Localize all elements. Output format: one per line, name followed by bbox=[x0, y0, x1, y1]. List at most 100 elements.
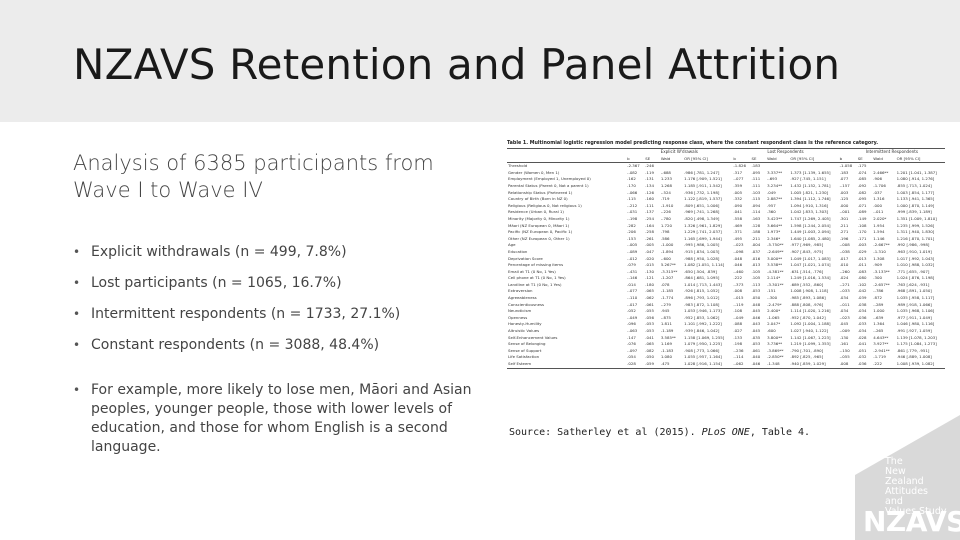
table-cell: .027 bbox=[733, 328, 743, 334]
table-cell: .028 bbox=[626, 361, 645, 369]
table-cell: 1.008 [.908, 1.118] bbox=[790, 288, 829, 294]
table-cell: .332 bbox=[733, 196, 743, 202]
table-row: Sense of Support -.097 .082 -1.183 .908 [.77… bbox=[507, 348, 945, 355]
row-label: Extraversion bbox=[508, 288, 533, 294]
table-cell: 2.346* bbox=[767, 235, 781, 241]
table-cell: -2.367 bbox=[627, 163, 640, 169]
table-cell: .032 bbox=[857, 354, 867, 360]
table-cell: -.011 bbox=[873, 209, 884, 215]
table-cell: .371 bbox=[733, 229, 743, 235]
table-cell: .051 bbox=[857, 347, 867, 353]
table-cell: .105 bbox=[751, 268, 761, 274]
table-cell: 3.234** bbox=[767, 182, 783, 188]
table-cell: -1.706 bbox=[873, 182, 886, 188]
table-row: Māori (NZ European 0, Māori 1) .282 .164 1.… bbox=[507, 223, 945, 230]
table-cell: .094 bbox=[751, 202, 761, 208]
table-cell: .261 bbox=[645, 235, 654, 241]
table-cell: .222 bbox=[733, 275, 743, 281]
table-cell: .137 bbox=[645, 209, 654, 215]
table-cell: .050 bbox=[751, 295, 761, 301]
logo-line: The bbox=[885, 456, 903, 467]
table-cell: 1.035 [.968, 1.106] bbox=[896, 308, 935, 314]
table-cell: -.097 bbox=[627, 347, 638, 353]
table-cell: .222 bbox=[872, 361, 896, 369]
column-header: Wald bbox=[766, 155, 790, 164]
table-row: Cell phone at T1 (0 No, 1 Yes) -.146 .121-… bbox=[507, 275, 945, 282]
table-cell: -.005 bbox=[627, 242, 638, 248]
table-cell: -.012 bbox=[627, 255, 638, 261]
table-row: Relationship Status (Partnered 1) -.066 .1… bbox=[507, 190, 945, 197]
table-cell: .927 [.745, 1.151] bbox=[790, 176, 826, 182]
table-cell: .211 bbox=[751, 235, 761, 241]
row-label: Conscientiousness bbox=[508, 301, 545, 307]
table-cell: .198 bbox=[733, 341, 743, 347]
table-cell: .188 bbox=[751, 229, 761, 235]
table-cell: -.198 bbox=[627, 215, 638, 221]
source-suffix: , Table 4. bbox=[749, 427, 811, 438]
logo-line: Zealand bbox=[885, 476, 924, 487]
table-cell: .074 bbox=[857, 169, 867, 175]
table-cell: .908 [.773, 1.066] bbox=[684, 347, 720, 353]
table-cell: 3.585** bbox=[660, 334, 676, 340]
table-cell: 2.020* bbox=[873, 215, 887, 221]
table-cell: .246 bbox=[645, 163, 654, 169]
row-label: Sense of Support bbox=[508, 347, 542, 353]
table-cell: -.279 bbox=[660, 301, 671, 307]
table-cell: 1.005 [.821, 1.230] bbox=[790, 189, 829, 195]
table-cell: .048 bbox=[751, 301, 761, 307]
table-cell: -.033 bbox=[839, 288, 850, 294]
table-row: Employment (Employed 1, Unemployed 0) .16… bbox=[507, 176, 945, 183]
table-cell: .977 [.911, 1.049] bbox=[896, 314, 932, 320]
table-cell: .046 bbox=[733, 262, 743, 268]
table-row: Email at T1 (0 No, 1 Yes) -.431 .130 -3.315… bbox=[507, 269, 945, 276]
table-cell: 1.053 [.946, 1.173] bbox=[684, 308, 722, 314]
row-label: Māori (NZ European 0, Māori 1) bbox=[508, 222, 570, 228]
table-cell: .016 bbox=[751, 255, 761, 261]
table-cell: 1.811 bbox=[660, 321, 672, 327]
table-cell: .991 [.927, 1.059] bbox=[896, 328, 932, 334]
table-cell: .008 bbox=[838, 361, 857, 369]
table-cell: .986 [.781, 1.247] bbox=[684, 169, 720, 175]
table-cell: .926 [.815, 1.052] bbox=[684, 288, 720, 294]
table-row: Life Satisfaction .054 .050 1.080 1.055 [.95… bbox=[507, 354, 945, 361]
table-cell: .999 [.839, 1.189] bbox=[896, 209, 932, 215]
table-cell: .600 bbox=[767, 328, 776, 334]
table-cell: 1.035 [.958, 1.117] bbox=[896, 295, 935, 301]
table-cell: 1.046 [.980, 1.116] bbox=[896, 321, 935, 327]
table-row: Age -.005 .005 -1.000 .995 [.986, 1.005] -.02… bbox=[507, 242, 945, 249]
table-cell: .115 bbox=[751, 196, 761, 202]
table-cell: 1.080 bbox=[660, 354, 672, 360]
table-cell: 1.008 [.939, 1.082] bbox=[895, 361, 945, 369]
table-cell: 1.326 [.961, 1.829] bbox=[684, 222, 722, 228]
table-cell: .015 bbox=[645, 262, 654, 268]
table-cell: 1.055 [.957, 1.164] bbox=[684, 354, 722, 360]
table-row: Pacific (NZ European 0, Pacific 1) .206 .2… bbox=[507, 229, 945, 236]
table-cell: 1.158 [1.069, 1.255] bbox=[684, 334, 725, 340]
table-cell: .171 bbox=[857, 235, 867, 241]
row-label: Other (NZ European 0, Other 1) bbox=[508, 235, 570, 241]
table-cell: -.688 bbox=[660, 169, 671, 175]
row-label: Cell phone at T1 (0 No, 1 Yes) bbox=[508, 275, 566, 281]
table-cell: .090 bbox=[733, 202, 743, 208]
table-cell: .359 bbox=[733, 182, 743, 188]
table-cell: -2.657** bbox=[873, 281, 890, 287]
table-cell: -.089 bbox=[627, 248, 638, 254]
table-cell: -.008 bbox=[839, 242, 850, 248]
table-cell: .763 [.624, .931] bbox=[896, 281, 930, 287]
table-cell: 3.337** bbox=[767, 169, 783, 175]
table-cell: .180 bbox=[645, 281, 654, 287]
table-row: Other (NZ European 0, Other 1) .153 .261 .5… bbox=[507, 236, 945, 243]
table-cell: .282 bbox=[627, 222, 636, 228]
table-cell: 1.169 bbox=[660, 341, 672, 347]
table-row: Agreeableness -.110 .062 -1.774 .896 [.793, … bbox=[507, 295, 945, 302]
column-header: Wald bbox=[872, 155, 896, 164]
table-cell: -.077 bbox=[627, 288, 638, 294]
table-cell: 1.954 bbox=[873, 222, 885, 228]
table-cell: 1.165 [.699, 1.944] bbox=[684, 235, 722, 241]
slide-subtitle: Analysis of 6385 participants from Wave … bbox=[73, 151, 434, 202]
table-cell: -1.310 bbox=[873, 248, 886, 254]
table-cell: -.212 bbox=[627, 202, 638, 208]
table-cell: 2.466** bbox=[873, 169, 889, 175]
table-cell: .080 bbox=[857, 275, 867, 281]
row-label: Education bbox=[508, 248, 528, 254]
